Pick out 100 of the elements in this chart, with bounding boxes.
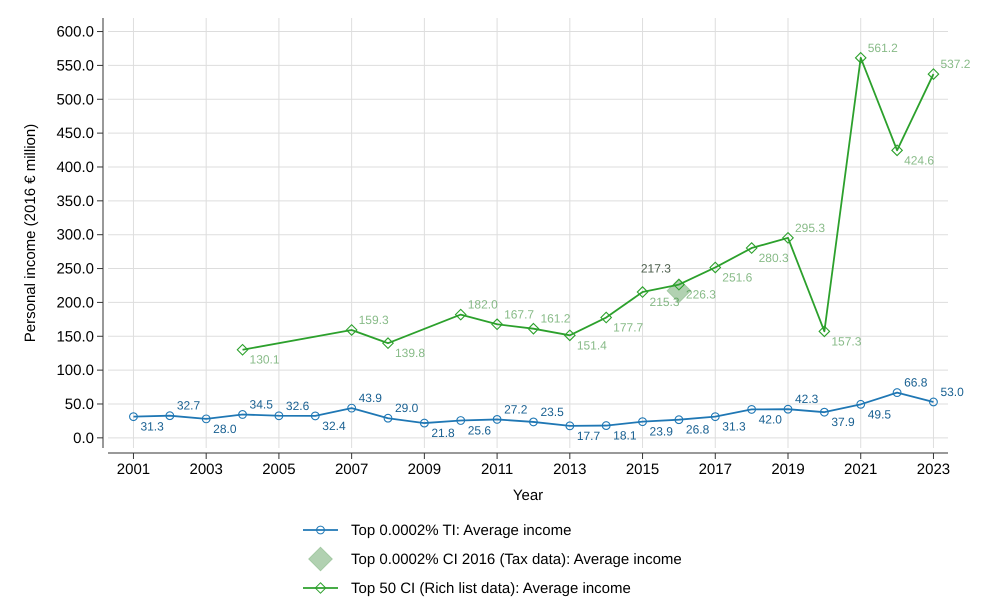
data-label: 561.2 xyxy=(868,40,898,55)
data-label: 217.3 xyxy=(640,262,672,276)
data-label: 226.3 xyxy=(686,288,716,302)
point xyxy=(564,330,576,342)
y-tick-label: 400.0 xyxy=(56,158,94,176)
x-tick-label: 2021 xyxy=(844,461,878,478)
point xyxy=(346,324,358,336)
point xyxy=(565,421,574,430)
point xyxy=(274,411,284,420)
data-label: 66.8 xyxy=(904,376,928,390)
data-label: 161.2 xyxy=(540,312,571,326)
data-label: 25.6 xyxy=(468,424,492,438)
y-tick-label: 600.0 xyxy=(56,24,94,41)
data-label: 37.9 xyxy=(831,415,856,430)
point xyxy=(602,421,611,430)
point xyxy=(636,286,648,298)
y-tick-label: 300.0 xyxy=(56,226,94,244)
point xyxy=(491,318,503,330)
point xyxy=(820,408,829,417)
point xyxy=(347,404,356,413)
x-tick-label: 2009 xyxy=(408,461,442,478)
data-label: 53.0 xyxy=(940,384,964,399)
point xyxy=(709,262,722,274)
data-label: 28.0 xyxy=(213,422,237,436)
data-label: 215.3 xyxy=(650,295,680,310)
point xyxy=(782,232,794,244)
data-label: 159.3 xyxy=(358,312,389,327)
x-tick-label: 2013 xyxy=(553,461,587,478)
x-axis-title: Year xyxy=(512,487,544,504)
data-label: 23.5 xyxy=(540,404,564,419)
point xyxy=(492,415,502,424)
y-tick-label: 250.0 xyxy=(56,260,94,278)
data-label: 167.7 xyxy=(504,307,534,322)
data-label: 26.8 xyxy=(686,422,710,437)
point xyxy=(747,404,756,414)
data-label: 23.9 xyxy=(650,424,674,439)
data-label: 18.1 xyxy=(613,428,637,443)
x-tick-label: 2019 xyxy=(771,461,805,478)
x-tick-label: 2003 xyxy=(189,461,223,478)
x-tick-label: 2001 xyxy=(116,461,150,478)
data-label: 151.4 xyxy=(576,338,608,352)
data-label: 32.7 xyxy=(176,398,200,413)
legend-label: Top 50 CI (Rich list data): Average income xyxy=(351,580,631,597)
x-tick-label: 2017 xyxy=(698,461,732,478)
data-label: 29.0 xyxy=(395,401,419,416)
data-label: 130.1 xyxy=(250,352,280,367)
x-tick-label: 2015 xyxy=(626,461,660,478)
legend-label: Top 0.0002% CI 2016 (Tax data): Average income xyxy=(351,551,682,568)
point xyxy=(310,411,320,420)
x-tick-label: 2011 xyxy=(480,461,514,478)
point xyxy=(129,412,138,422)
data-label: 31.3 xyxy=(140,420,164,434)
y-tick-label: 500.0 xyxy=(56,91,94,108)
data-label: 424.6 xyxy=(904,153,934,168)
x-tick-label: 2005 xyxy=(262,461,296,478)
x-tick-label: 2023 xyxy=(916,461,950,478)
data-label: 34.5 xyxy=(250,397,274,412)
point xyxy=(891,144,903,156)
y-tick-label: 350.0 xyxy=(56,192,94,210)
data-label: 27.2 xyxy=(504,402,528,416)
y-tick-label: 50.0 xyxy=(64,396,94,413)
data-label: 31.3 xyxy=(722,420,746,434)
y-tick-label: 0.0 xyxy=(73,430,94,447)
point xyxy=(529,418,538,426)
data-label: 42.0 xyxy=(758,412,782,426)
data-label: 537.2 xyxy=(940,57,971,72)
point xyxy=(892,388,902,398)
point xyxy=(456,416,466,425)
data-label: 295.3 xyxy=(795,220,826,235)
point xyxy=(746,242,758,254)
data-label: 42.3 xyxy=(795,392,819,406)
point xyxy=(238,410,247,419)
point xyxy=(165,411,174,420)
y-tick-label: 200.0 xyxy=(56,294,94,312)
data-label: 32.4 xyxy=(322,418,346,433)
point xyxy=(384,414,392,423)
point xyxy=(854,52,867,64)
point xyxy=(382,337,394,349)
data-label: 182.0 xyxy=(468,298,498,312)
data-label: 139.8 xyxy=(395,346,426,360)
point xyxy=(454,308,467,320)
data-label: 17.7 xyxy=(576,428,600,443)
y-tick-label: 450.0 xyxy=(56,125,94,142)
data-label: 157.3 xyxy=(831,334,862,348)
point xyxy=(600,312,612,324)
point xyxy=(674,415,684,424)
data-label: 49.5 xyxy=(868,407,892,422)
legend-label: Top 0.0002% TI: Average income xyxy=(351,522,572,539)
point xyxy=(236,344,248,356)
data-label: 43.9 xyxy=(358,391,382,406)
point xyxy=(528,322,540,334)
point xyxy=(856,400,866,409)
x-tick-label: 2007 xyxy=(334,461,368,478)
point xyxy=(784,404,792,414)
point xyxy=(420,418,429,428)
data-label: 21.8 xyxy=(431,426,456,440)
point xyxy=(638,417,647,426)
data-label: 251.6 xyxy=(722,270,753,284)
point xyxy=(710,412,720,422)
y-tick-label: 150.0 xyxy=(56,328,94,346)
